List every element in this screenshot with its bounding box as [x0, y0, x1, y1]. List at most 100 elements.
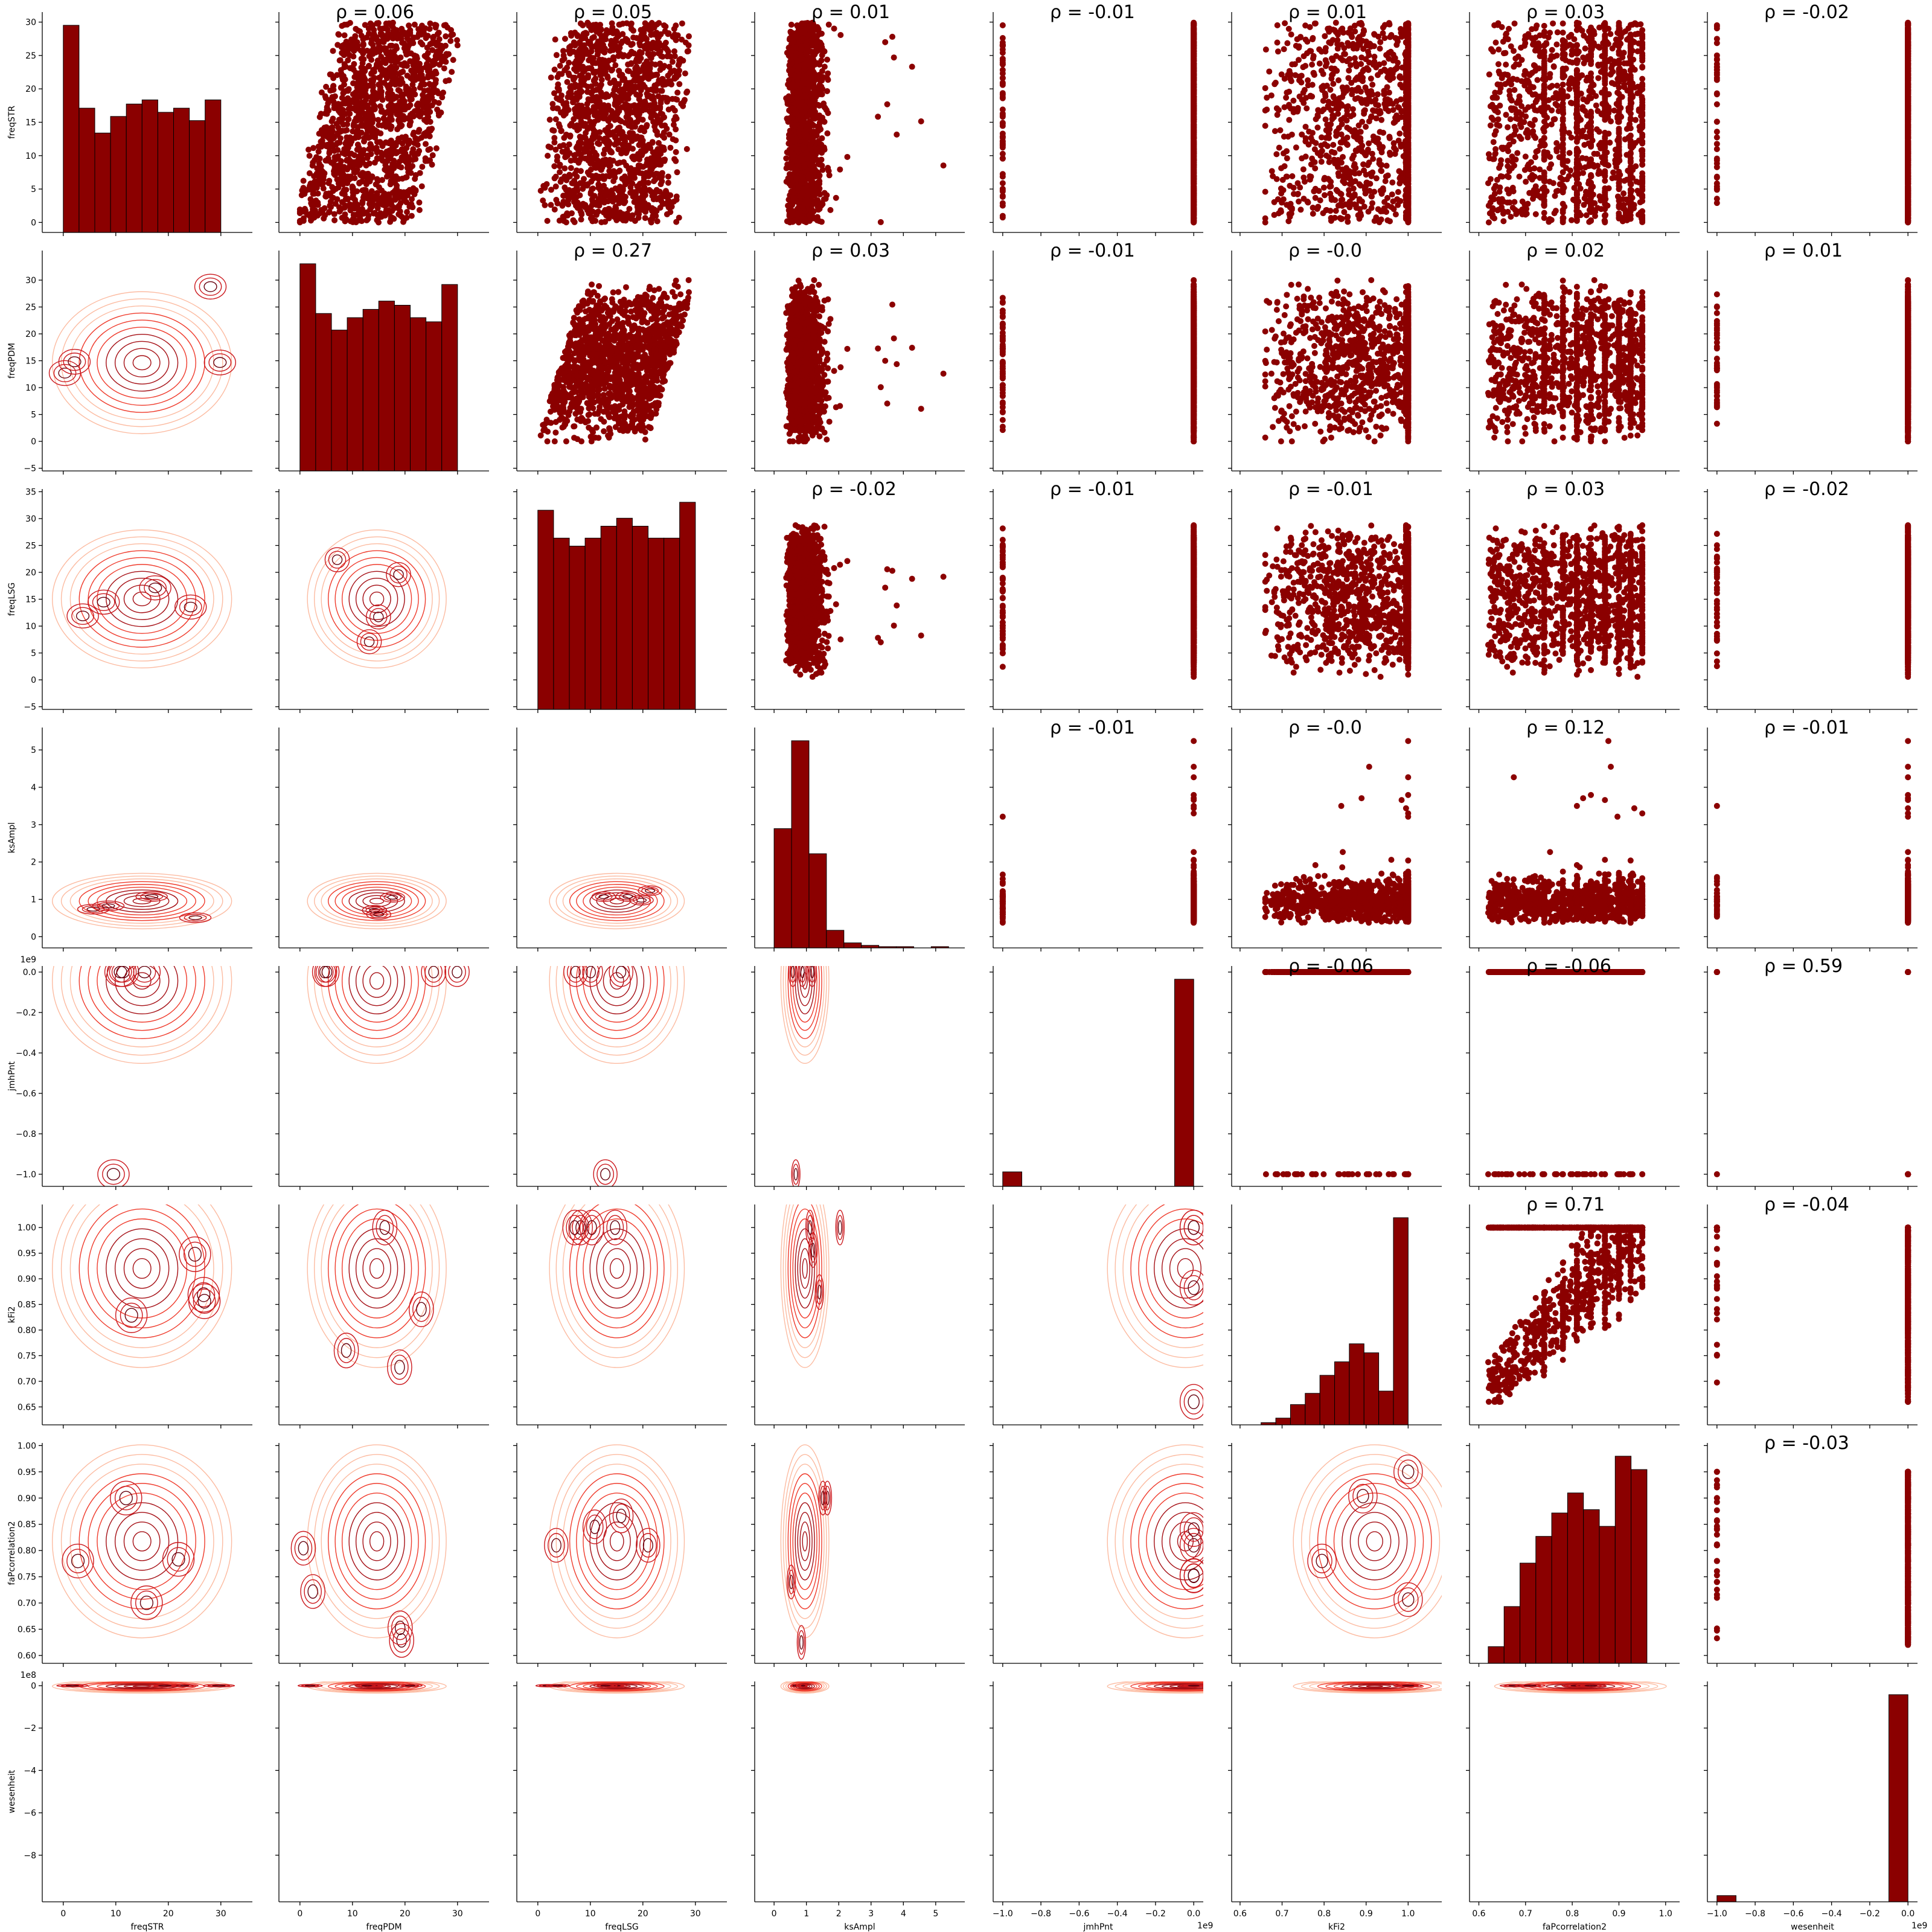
scatter-point [637, 77, 644, 83]
scatter-point [391, 158, 397, 164]
scatter-point [356, 213, 363, 219]
scatter-point [607, 48, 613, 54]
scatter-point [791, 144, 798, 151]
scatter-point [814, 113, 821, 120]
scatter-point [645, 173, 652, 179]
scatter-point [443, 78, 449, 85]
scatter-point [822, 105, 828, 112]
scatter-point [416, 206, 423, 213]
scatter-point [347, 110, 353, 117]
scatter-point [821, 118, 828, 125]
scatter-point [418, 27, 424, 33]
scatter-point [877, 219, 884, 225]
scatter-point [999, 180, 1006, 187]
scatter-point [360, 36, 366, 43]
scatter-point [837, 32, 844, 39]
scatter-point [551, 90, 558, 97]
scatter-point [999, 66, 1006, 73]
scatter-point [557, 179, 564, 185]
scatter-point [798, 43, 805, 50]
scatter-point [634, 118, 641, 125]
scatter-point [344, 166, 351, 173]
scatter-point [376, 43, 382, 50]
scatter-point [605, 93, 612, 100]
scatter-point [305, 185, 312, 192]
scatter-point [630, 130, 636, 136]
scatter-point [397, 31, 403, 37]
scatter-point [606, 173, 613, 180]
scatter-point [410, 146, 417, 153]
scatter-point [429, 40, 435, 46]
scatter-point [667, 144, 674, 151]
scatter-point [673, 158, 679, 164]
scatter-point [395, 176, 402, 182]
scatter-point [581, 77, 587, 83]
scatter-point [315, 190, 321, 197]
scatter-point [331, 171, 338, 178]
panel-freqSTR-vs-ksAmpl: ρ = 0.01 [751, 2, 965, 236]
scatter-point [586, 153, 593, 159]
scatter-point [382, 72, 389, 78]
scatter-point [561, 184, 568, 191]
y-tick-label: 10 [25, 152, 36, 161]
scatter-point [822, 196, 829, 202]
scatter-point [320, 185, 327, 192]
scatter-point [551, 163, 558, 170]
scatter-point [786, 62, 793, 69]
scatter-point [384, 158, 391, 164]
scatter-point [626, 116, 633, 123]
scatter-point [427, 20, 433, 27]
scatter-point [587, 215, 594, 222]
scatter-point [601, 138, 607, 144]
scatter-point [388, 126, 394, 132]
scatter-point [604, 73, 611, 80]
scatter-point [999, 185, 1006, 192]
y-tick-label: 15 [25, 118, 36, 128]
scatter-point [544, 217, 551, 224]
scatter-point [577, 168, 584, 174]
scatter-point [664, 211, 670, 217]
scatter-point [557, 143, 563, 150]
scatter-point [385, 191, 391, 198]
scatter-point [624, 148, 630, 155]
scatter-point [374, 176, 380, 182]
scatter-point [616, 21, 623, 28]
scatter-point [310, 190, 316, 197]
scatter-point [590, 126, 597, 133]
scatter-point [316, 160, 322, 167]
scatter-point [398, 164, 405, 171]
scatter-point [786, 213, 793, 219]
scatter-point [784, 161, 791, 168]
scatter-point [318, 110, 324, 117]
scatter-point [613, 97, 619, 103]
scatter-point [373, 181, 379, 188]
scatter-point [788, 202, 795, 208]
scatter-point [417, 85, 423, 91]
scatter-point [648, 219, 654, 226]
scatter-point [825, 165, 831, 171]
scatter-point [634, 55, 641, 62]
scatter-point [408, 213, 415, 219]
scatter-point [657, 100, 664, 106]
scatter-point [605, 105, 612, 112]
scatter-point [652, 158, 659, 164]
scatter-point [598, 89, 604, 96]
scatter-point [315, 149, 322, 155]
scatter-point [351, 96, 358, 103]
scatter-point [653, 40, 660, 46]
scatter-point [639, 170, 645, 177]
scatter-point [377, 210, 384, 217]
scatter-point [306, 153, 313, 159]
scatter-point [800, 93, 807, 100]
panel-freqSTR-vs-jmhPnt: ρ = -0.01 [990, 2, 1203, 236]
scatter-point [625, 68, 632, 74]
scatter-point [645, 51, 651, 57]
scatter-point [437, 55, 444, 62]
scatter-point [380, 25, 387, 32]
scatter-point [405, 45, 411, 52]
scatter-point [318, 138, 324, 145]
scatter-point [418, 109, 424, 115]
scatter-point [629, 40, 636, 47]
scatter-point [354, 133, 360, 140]
scatter-point [597, 104, 604, 111]
